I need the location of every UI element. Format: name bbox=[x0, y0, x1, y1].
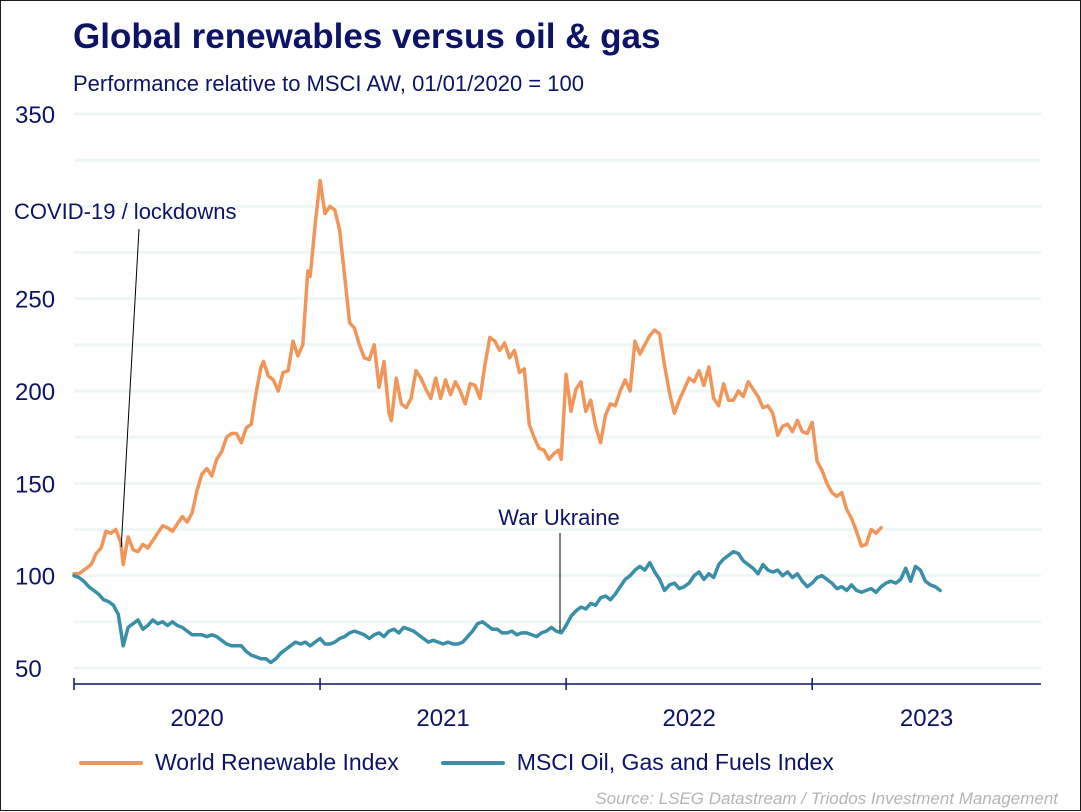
oilgas-line bbox=[72, 549, 942, 665]
legend-item-renewables: World Renewable Index bbox=[79, 749, 399, 776]
chart-subtitle: Performance relative to MSCI AW, 01/01/2… bbox=[73, 71, 584, 96]
legend-label-renewables: World Renewable Index bbox=[155, 749, 399, 775]
y-tick-label: 350 bbox=[15, 102, 55, 129]
y-tick-label: 50 bbox=[15, 656, 42, 683]
y-tick-label: 150 bbox=[15, 471, 55, 498]
legend: World Renewable Index MSCI Oil, Gas and … bbox=[79, 749, 876, 776]
x-tick-label: 2023 bbox=[900, 705, 953, 732]
chart-title: Global renewables versus oil & gas bbox=[73, 17, 661, 56]
legend-item-oilgas: MSCI Oil, Gas and Fuels Index bbox=[440, 749, 834, 776]
y-tick-label: 200 bbox=[15, 379, 55, 406]
annotation-covid-leader bbox=[120, 228, 140, 548]
x-tick-label: 2021 bbox=[416, 705, 469, 732]
legend-swatch-oilgas bbox=[440, 760, 505, 765]
legend-label-oilgas: MSCI Oil, Gas and Fuels Index bbox=[516, 749, 834, 775]
annotation-covid: COVID-19 / lockdowns bbox=[14, 199, 237, 224]
x-tick-label: 2022 bbox=[662, 705, 715, 732]
y-tick-label: 250 bbox=[15, 287, 55, 314]
renewables-line bbox=[72, 178, 883, 576]
legend-swatch-renewables bbox=[79, 760, 143, 765]
source-note: Source: LSEG Datastream / Triodos Invest… bbox=[595, 789, 1058, 808]
x-tick-label: 2020 bbox=[170, 705, 223, 732]
annotation-war-ukraine: War Ukraine bbox=[498, 505, 619, 530]
y-tick-label: 100 bbox=[15, 564, 55, 591]
